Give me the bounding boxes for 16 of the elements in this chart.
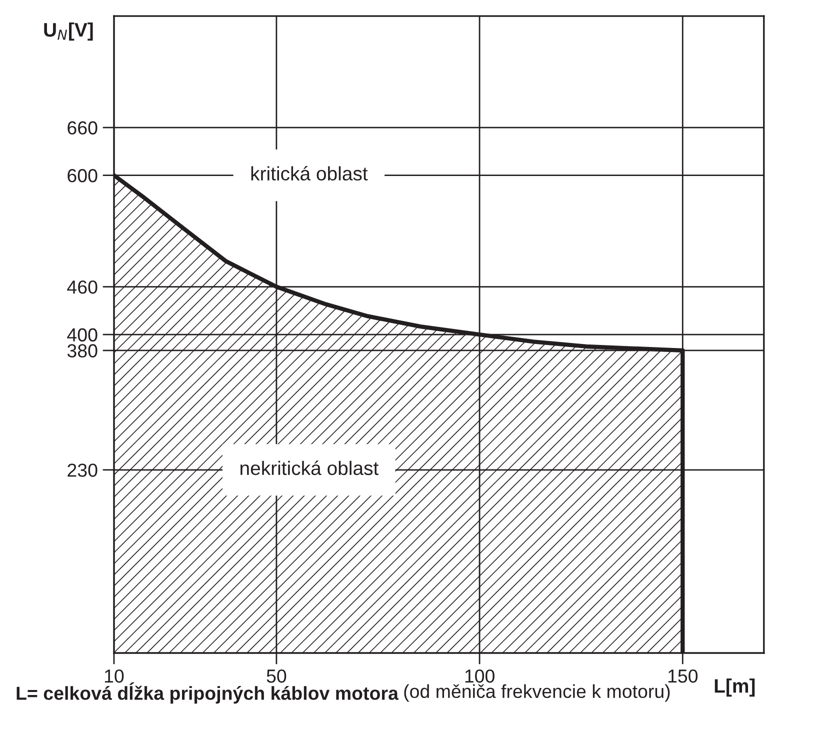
y-tick-label: 660: [68, 121, 98, 135]
x-tick-label: 150: [668, 669, 698, 683]
text: (od měniča frekvencie k motoru): [404, 684, 670, 702]
annotation: kritická oblast: [251, 166, 368, 181]
y-tick-label: 600: [68, 169, 98, 182]
y-tick-label: 230: [68, 464, 98, 477]
y-tick-label: 400: [67, 328, 98, 342]
y-tick-label: 460: [67, 280, 98, 294]
x-axis-title: L[m]: [714, 678, 755, 697]
text: L= celková dĺžka pripojných káblov motora: [16, 682, 399, 704]
x-tick-label: 10: [104, 669, 124, 683]
x-tick-label: 50: [266, 669, 286, 683]
annotation: nekritická oblast: [240, 460, 379, 476]
y-tick-label: 380: [67, 344, 98, 358]
x-tick-label: 100: [465, 669, 494, 683]
y-axis-title: U$_{N}$[V]: [44, 22, 93, 41]
